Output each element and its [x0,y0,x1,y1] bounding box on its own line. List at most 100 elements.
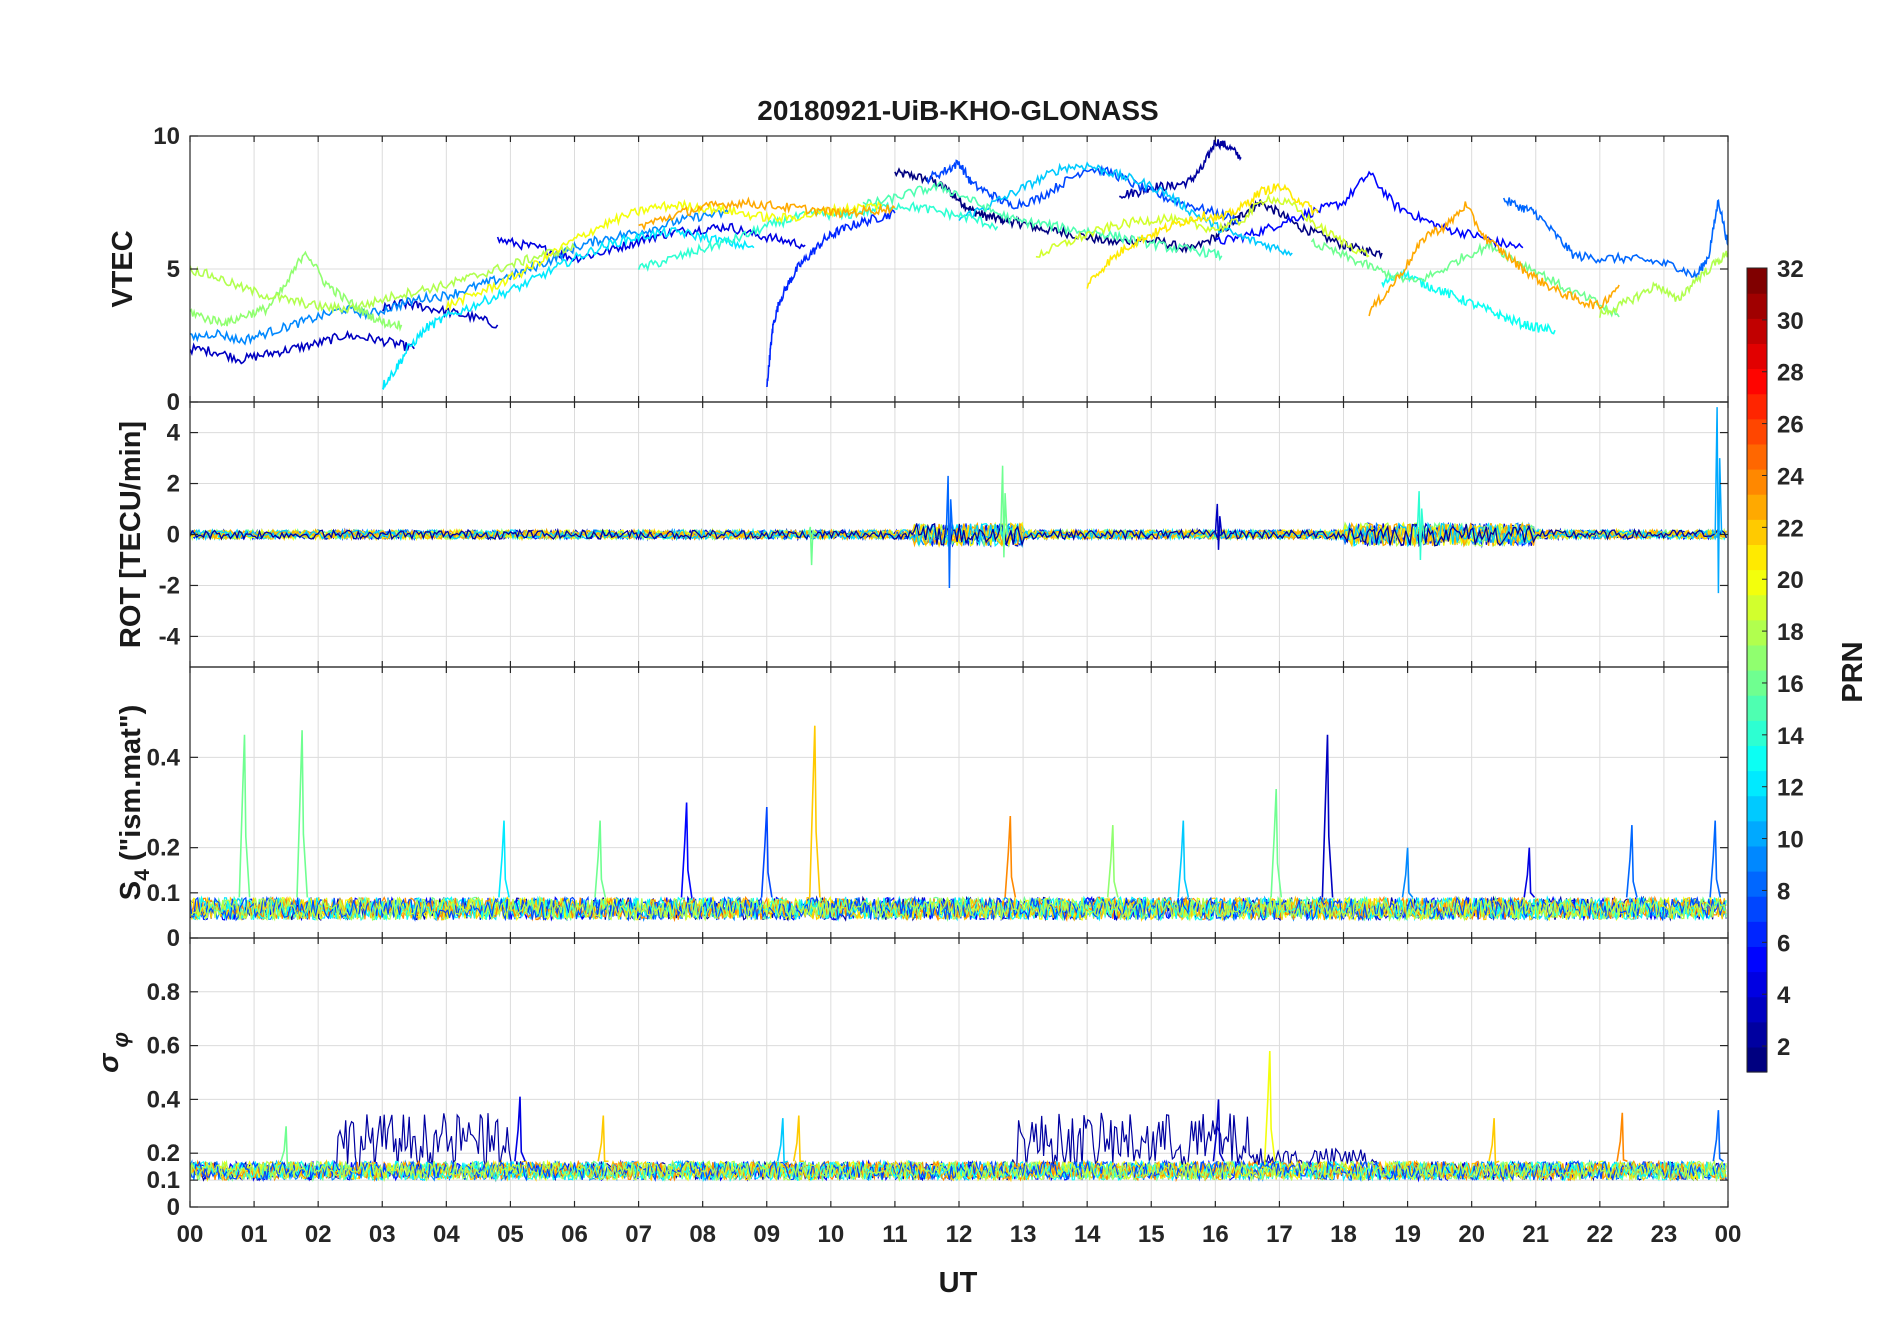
plot-area-rot [190,407,1728,594]
colorbar-segment [1747,971,1767,998]
vtec-series-prn-14 [637,201,999,272]
vtec-series-prn-23 [638,196,896,232]
colorbar-segment [1747,770,1767,797]
sigma_phi-spike [1263,1050,1276,1162]
x-tick-label: 10 [817,1221,844,1248]
x-tick-label: 14 [1074,1221,1101,1248]
s4-spike [1523,847,1536,898]
vtec-series-prn-18 [190,242,576,314]
colorbar-segment [1747,1046,1767,1073]
colorbar-tick-label: 30 [1777,308,1804,335]
vtec-series-prn-7 [926,159,1242,226]
colorbar-segment [1747,921,1767,947]
rot-series-prn-2 [190,522,1728,548]
vtec-series-prn-20 [445,199,883,312]
vtec-series-prn-19 [1035,193,1370,258]
y-tick-label: 0.6 [147,1033,180,1060]
rot-spike [945,475,954,589]
colorbar-tick-label: 8 [1777,878,1790,905]
s4-spike [594,820,607,898]
y-tick-label: 10 [153,123,180,150]
y-tick-label: 0.1 [147,880,180,907]
rot-spike [1714,407,1723,594]
colorbar-segment [1747,1021,1767,1048]
x-tick-label: 18 [1330,1221,1357,1248]
vtec-series-prn-16 [1310,237,1620,318]
s4-spike [1004,815,1017,898]
y-tick-label: 0 [167,522,180,549]
vtec-series-prn-8 [1502,197,1728,280]
colorbar-tick-label: 28 [1777,360,1804,387]
colorbar-segment [1747,393,1767,420]
y-label-sub: 4 [131,869,154,881]
y-tick-label: 0.1 [147,1167,180,1194]
rot-spike [807,526,816,566]
s4-spike [498,820,510,898]
x-tick-label: 00 [1715,1221,1742,1248]
y-tick-label: 0 [167,1194,180,1221]
x-tick-label: 01 [241,1221,268,1248]
x-tick-label: 07 [625,1221,652,1248]
colorbar-segment [1747,619,1767,646]
colorbar-segment [1747,695,1767,721]
panel-vtec: 0 5 10 VTEC [107,123,1729,416]
s4-spike [296,730,309,898]
sigma_phi-spike [1712,1110,1724,1162]
colorbar-segment [1747,644,1767,671]
colorbar-tick-label: 6 [1777,930,1790,957]
vtec-series-prn-11 [958,161,1293,257]
x-tick-label: 16 [1202,1221,1229,1248]
vtec-series-prn-15 [862,181,1223,262]
rot-spike [1416,491,1425,561]
y-axis-label: ROT [TECU/min] [115,421,147,648]
colorbar-tick-label: 24 [1777,463,1804,490]
vtec-series-prn-1 [894,167,1383,260]
colorbar-segment [1747,996,1767,1023]
colorbar-segment [1747,845,1767,872]
s4-spike [760,806,773,898]
colorbar-frame [1746,267,1768,1073]
colorbar-segment [1747,871,1767,897]
colorbar-tick-label: 32 [1777,256,1804,283]
x-tick-label: 00 [177,1221,204,1248]
y-tick-label: 0.4 [147,744,181,771]
colorbar-segment [1747,268,1767,294]
x-tick-label: 04 [433,1221,460,1248]
sigma_phi-series-prn-18 [190,1159,1727,1183]
s4-series-prn-18 [190,895,1727,922]
x-tick-label: 08 [689,1221,716,1248]
y-label-main: σ [93,1052,125,1073]
colorbar-segment [1747,896,1767,922]
panel-s4: 00.10.20.4S4 ("ism.mat") [115,666,1729,952]
rot-spike [999,465,1008,558]
colorbar-segment [1747,820,1767,847]
panel-sigma_phi: 00.10.2 0.4 0.6 0.8 σ φ [93,937,1729,1221]
sigma_phi-spike [280,1126,292,1170]
vtec-series-prn-21 [1086,182,1319,289]
y-tick-label: -4 [159,623,181,650]
y-tick-label: 0.4 [147,1086,181,1113]
s4-spike [680,802,693,898]
rot-spike [1214,503,1223,550]
x-tick-label: 21 [1522,1221,1549,1248]
x-axis: 00 01 02 03 04 05 06 07 08 09 10 11 12 13 14 15 16 17 18 19… [177,1221,1742,1248]
x-tick-label: 13 [1010,1221,1037,1248]
vtec-series-prn-2 [1119,139,1242,200]
x-tick-label: 06 [561,1221,588,1248]
colorbar-segment [1747,519,1767,545]
colorbar-segment [1747,293,1767,319]
vtec-series-prn-3 [190,329,415,365]
colorbar-tick-label: 12 [1777,775,1804,802]
plot-area-s4 [190,725,1727,923]
y-axis-label: σ φ [93,1032,133,1073]
sigma_phi-spike [792,1115,804,1163]
y-tick-label: -2 [159,572,180,599]
x-tick-label: 15 [1138,1221,1165,1248]
y-axis-label: S4 ("ism.mat") [115,705,154,901]
sigma_phi-spike [1212,1099,1225,1162]
x-tick-label: 12 [946,1221,973,1248]
colorbar-segment [1747,544,1767,571]
sigma_phi-spike [597,1115,609,1163]
colorbar-label: PRN [1837,641,1869,702]
colorbar-segment [1747,795,1767,822]
